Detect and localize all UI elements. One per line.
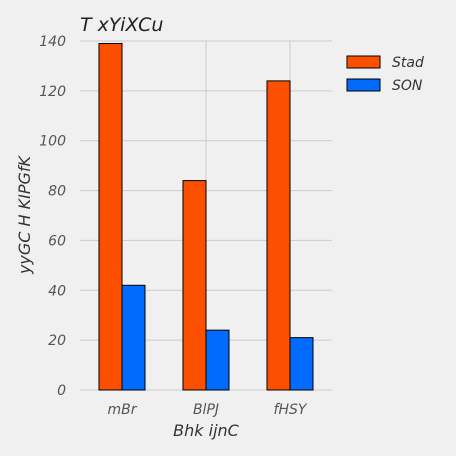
bar-stad-fhsy [266,80,291,391]
legend-label-stad: Stad [392,55,424,71]
bar-stad-blpj [182,180,207,391]
x-tick-label: BlPJ [193,402,219,418]
y-tick-label: 40 [48,283,66,299]
legend-label-son: SON [392,78,423,94]
bars [98,42,314,391]
chart-title: T xYiXCu [80,14,163,36]
y-tick-label: 20 [48,333,66,349]
legend: Stad SON [346,55,424,94]
y-tick-labels: 0 20 40 60 80 100 120 140 [39,34,66,399]
bar-son-mbr [121,284,146,391]
y-tick-label: 0 [57,383,66,399]
y-tick-label: 80 [48,184,66,200]
x-tick-label: mBr [108,402,138,418]
x-tick-labels: mBr BlPJ fHSY [108,402,308,418]
legend-swatch-stad [346,55,381,69]
bar-son-fhsy [289,337,314,391]
y-tick-label: 100 [39,134,66,150]
y-tick-label: 140 [39,34,66,50]
y-axis-label: yyGC H KIPGfK [15,154,34,275]
x-axis-label: Bhk ijnC [173,421,240,440]
bar-son-blpj [205,329,230,391]
x-tick-label: fHSY [274,402,308,418]
legend-swatch-son [346,78,381,92]
bar-stad-mbr [98,42,123,391]
y-tick-label: 60 [48,233,66,249]
y-tick-label: 120 [39,84,66,100]
